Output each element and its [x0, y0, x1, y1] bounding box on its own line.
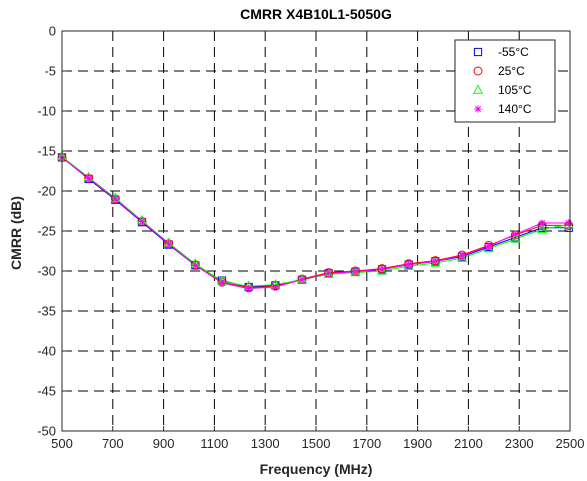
- chart-title: CMRR X4B10L1-5050G: [240, 6, 392, 22]
- legend-item: 25°C: [473, 64, 525, 78]
- y-tick-label: -45: [37, 384, 56, 399]
- legend-label: 25°C: [498, 64, 525, 78]
- legend-item: 140°C: [474, 102, 532, 116]
- y-tick-label: -50: [37, 424, 56, 439]
- data-point-series-4: [138, 217, 146, 225]
- data-point-series-4: [325, 269, 333, 277]
- x-tick-label: 2300: [505, 436, 534, 451]
- data-point-series-4: [511, 230, 519, 238]
- data-point-series-4: [565, 219, 573, 227]
- series-line-4: [61, 157, 569, 290]
- y-tick-label: -30: [37, 264, 56, 279]
- data-point-series-4: [191, 261, 199, 269]
- data-point-series-2: [84, 173, 94, 183]
- x-tick-label: 1900: [403, 436, 432, 451]
- data-point-series-4: [298, 276, 306, 284]
- data-point-series-4: [85, 174, 93, 182]
- y-tick-label: -35: [37, 304, 56, 319]
- legend-marker-asterisk: [474, 105, 482, 113]
- legend-item: -55°C: [473, 45, 529, 59]
- x-axis-label: Frequency (MHz): [260, 461, 373, 477]
- data-point-series-4: [538, 219, 546, 227]
- data-point-series-2: [137, 216, 147, 226]
- y-tick-label: 0: [49, 24, 56, 39]
- legend-label: -55°C: [498, 45, 529, 59]
- series-lines: [61, 156, 569, 290]
- data-point-series-4: [378, 265, 386, 273]
- data-point-series-4: [111, 195, 119, 203]
- x-tick-label: 1500: [302, 436, 331, 451]
- legend-label: 140°C: [498, 102, 532, 116]
- legend-box: [454, 39, 556, 123]
- y-axis-label: CMRR (dB): [8, 196, 24, 270]
- legend-marker-circle: [473, 66, 483, 76]
- data-point-series-2: [164, 239, 174, 249]
- x-tick-label: 1100: [200, 436, 228, 451]
- data-point-series-2: [110, 194, 120, 204]
- x-tick-label: 2100: [454, 436, 483, 451]
- legend-marker-square: [473, 47, 483, 57]
- x-tick-label: 900: [153, 436, 175, 451]
- y-tick-label: -5: [44, 64, 56, 79]
- y-tick-label: -10: [37, 104, 56, 119]
- x-tick-label: 700: [102, 436, 124, 451]
- data-point-series-4: [165, 240, 173, 248]
- data-point-series-4: [485, 242, 493, 250]
- x-tick-label: 1700: [352, 436, 381, 451]
- data-point-series-3: [430, 257, 441, 267]
- data-point-series-3: [403, 260, 414, 270]
- data-point-series-4: [245, 285, 253, 293]
- data-point-series-3: [377, 265, 388, 275]
- data-point-series-4: [218, 279, 226, 287]
- data-point-series-4: [431, 257, 439, 265]
- data-point-series-4: [351, 268, 359, 276]
- data-point-series-3: [510, 233, 521, 243]
- x-tick-label: 1300: [251, 436, 280, 451]
- data-point-series-3: [537, 223, 548, 234]
- y-axis-ticks: 0 -5 -10 -15 -20 -25 -30 -35 -40 -45 -50: [37, 24, 67, 439]
- data-point-series-4: [271, 283, 279, 291]
- y-tick-label: -25: [37, 224, 56, 239]
- x-tick-label: 2500: [556, 436, 585, 451]
- legend-label: 105°C: [498, 83, 532, 97]
- legend-item: 105°C: [472, 83, 532, 97]
- legend-marker-triangle: [472, 84, 484, 94]
- x-axis-ticks: 500 700 900 1100 1300 1500 1700 1900 2100 2300 250…: [51, 426, 584, 451]
- legend: -55°C 25°C 105°C 140°C: [454, 39, 556, 123]
- x-tick-label: 500: [51, 436, 73, 451]
- y-tick-label: -40: [37, 344, 56, 359]
- data-point-series-4: [458, 252, 466, 260]
- y-tick-label: -15: [37, 144, 56, 159]
- data-point-series-3: [563, 218, 574, 229]
- y-tick-label: -20: [37, 184, 56, 199]
- data-point-series-4: [405, 261, 413, 269]
